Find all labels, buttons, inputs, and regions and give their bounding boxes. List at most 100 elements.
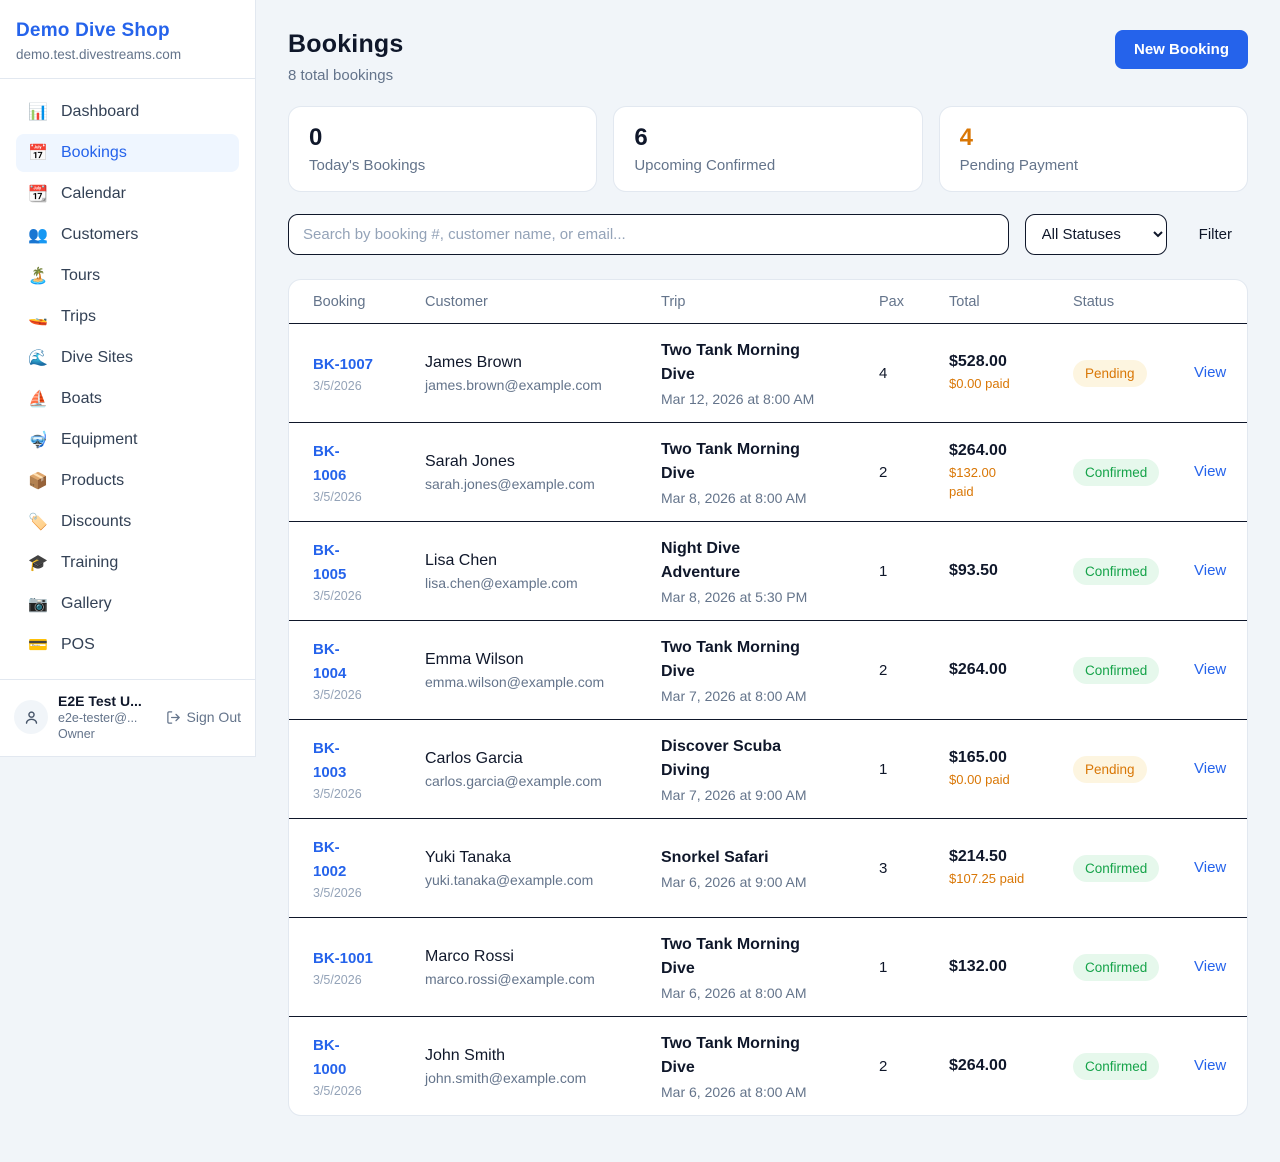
sidebar-item-label: Customers <box>61 226 139 243</box>
trip-cell: Discover Scuba Diving Mar 7, 2026 at 9:0… <box>661 735 879 803</box>
customer-cell: Yuki Tanaka yuki.tanaka@example.com <box>425 849 661 888</box>
sidebar-item-label: Dive Sites <box>61 349 134 366</box>
user-info: E2E Test U... e2e-tester@... Owner <box>58 693 142 741</box>
booking-id-link[interactable]: BK-1007 <box>313 356 374 373</box>
customer-email: yuki.tanaka@example.com <box>425 871 594 888</box>
sidebar-nav: 📊 Dashboard 📅 Bookings 📆 Calendar 👥 Cust… <box>0 79 255 679</box>
view-link[interactable]: View <box>1194 463 1227 480</box>
booking-id-link[interactable]: BK-1001 <box>313 950 374 967</box>
dive-sites-icon: 🌊 <box>28 350 48 367</box>
column-header-booking: Booking <box>313 293 366 310</box>
user-email: e2e-tester@... <box>58 711 138 725</box>
total-amount: $93.50 <box>949 562 998 579</box>
view-link[interactable]: View <box>1194 760 1227 777</box>
trip-name: Two Tank Morning Dive <box>661 441 800 482</box>
booking-date: 3/5/2026 <box>313 379 362 393</box>
status-badge: Confirmed <box>1073 854 1160 882</box>
sidebar-item-label: Trips <box>61 308 96 325</box>
sidebar-item-pos[interactable]: 💳 POS <box>16 626 239 664</box>
sidebar-item-gallery[interactable]: 📷 Gallery <box>16 585 239 623</box>
booking-cell: BK- 1004 3/5/2026 <box>313 638 425 702</box>
stat-value: 6 <box>634 124 648 151</box>
customer-email: emma.wilson@example.com <box>425 673 605 690</box>
pax-count: 2 <box>879 463 888 481</box>
pax-count: 3 <box>879 859 888 877</box>
view-link[interactable]: View <box>1194 364 1227 381</box>
trip-cell: Night Dive Adventure Mar 8, 2026 at 5:30… <box>661 537 879 605</box>
booking-id-link[interactable]: BK- 1005 <box>313 542 347 583</box>
sidebar-item-dive-sites[interactable]: 🌊 Dive Sites <box>16 339 239 377</box>
products-icon: 📦 <box>28 473 48 490</box>
table-row: BK- 1005 3/5/2026 Lisa Chen lisa.chen@ex… <box>289 521 1247 620</box>
user-name: E2E Test U... <box>58 693 142 709</box>
boats-icon: ⛵ <box>28 391 48 408</box>
booking-id-link[interactable]: BK- 1006 <box>313 443 347 484</box>
sidebar-item-label: Gallery <box>61 595 112 612</box>
customer-name: James Brown <box>425 353 522 371</box>
actions-cell: View <box>1194 1057 1226 1075</box>
status-filter-select[interactable]: All Statuses <box>1024 214 1167 255</box>
customer-cell: John Smith john.smith@example.com <box>425 1047 661 1086</box>
sidebar-item-training[interactable]: 🎓 Training <box>16 544 239 582</box>
status-cell: Confirmed <box>1073 854 1194 882</box>
booking-id-link[interactable]: BK- 1000 <box>313 1037 347 1078</box>
sidebar-item-label: Training <box>61 554 119 571</box>
status-cell: Pending <box>1073 359 1194 387</box>
status-cell: Confirmed <box>1073 656 1194 684</box>
new-booking-button[interactable]: New Booking <box>1114 30 1248 69</box>
customer-email: james.brown@example.com <box>425 376 602 393</box>
filters-row: All Statuses Filter <box>288 214 1248 255</box>
booking-id-link[interactable]: BK- 1004 <box>313 641 347 682</box>
table-body: BK-1007 3/5/2026 James Brown james.brown… <box>289 323 1247 1115</box>
trip-datetime: Mar 7, 2026 at 9:00 AM <box>661 787 807 803</box>
pax-count: 1 <box>879 562 888 580</box>
sidebar-item-dashboard[interactable]: 📊 Dashboard <box>16 93 239 131</box>
total-amount: $264.00 <box>949 1057 1007 1074</box>
person-icon <box>25 710 37 724</box>
sidebar-item-calendar[interactable]: 📆 Calendar <box>16 175 239 213</box>
trip-name: Two Tank Morning Dive <box>661 639 800 680</box>
status-badge: Confirmed <box>1073 557 1160 585</box>
status-badge: Confirmed <box>1073 953 1160 981</box>
customer-name: Emma Wilson <box>425 650 524 668</box>
search-input[interactable] <box>288 214 1009 255</box>
customer-name: Marco Rossi <box>425 947 514 965</box>
sidebar-item-tours[interactable]: 🏝️ Tours <box>16 257 239 295</box>
stat-label: Pending Payment <box>959 157 1079 174</box>
trip-name: Two Tank Morning Dive <box>661 936 800 977</box>
bookings-icon: 📅 <box>28 145 48 162</box>
booking-date: 3/5/2026 <box>313 589 362 603</box>
filter-button[interactable]: Filter <box>1183 216 1248 253</box>
status-cell: Confirmed <box>1073 953 1194 981</box>
column-header-pax: Pax <box>879 293 904 310</box>
sidebar-item-bookings[interactable]: 📅 Bookings <box>16 134 239 172</box>
trips-icon: 🚤 <box>28 309 48 326</box>
sidebar-item-trips[interactable]: 🚤 Trips <box>16 298 239 336</box>
sidebar-item-products[interactable]: 📦 Products <box>16 462 239 500</box>
view-link[interactable]: View <box>1194 859 1227 876</box>
customer-email: sarah.jones@example.com <box>425 475 595 492</box>
paid-amount: $0.00 paid <box>949 771 1010 787</box>
trip-cell: Snorkel Safari Mar 6, 2026 at 9:00 AM <box>661 846 879 890</box>
booking-date: 3/5/2026 <box>313 1084 362 1098</box>
view-link[interactable]: View <box>1194 1057 1227 1074</box>
sidebar-item-boats[interactable]: ⛵ Boats <box>16 380 239 418</box>
sidebar-item-label: Discounts <box>61 513 132 530</box>
discounts-icon: 🏷️ <box>28 514 48 531</box>
view-link[interactable]: View <box>1194 661 1227 678</box>
stat-value: 4 <box>959 124 974 151</box>
sign-out-button[interactable]: Sign Out <box>166 709 241 725</box>
booking-id-link[interactable]: BK- 1002 <box>313 839 347 880</box>
view-link[interactable]: View <box>1194 562 1227 579</box>
trip-datetime: Mar 6, 2026 at 8:00 AM <box>661 985 807 1001</box>
booking-id-link[interactable]: BK- 1003 <box>313 740 347 781</box>
sidebar-item-equipment[interactable]: 🤿 Equipment <box>16 421 239 459</box>
sidebar-item-discounts[interactable]: 🏷️ Discounts <box>16 503 239 541</box>
status-badge: Confirmed <box>1073 458 1160 486</box>
total-cell: $528.00 $0.00 paid <box>949 353 1073 394</box>
sidebar-item-customers[interactable]: 👥 Customers <box>16 216 239 254</box>
table-row: BK- 1000 3/5/2026 John Smith john.smith@… <box>289 1016 1247 1115</box>
status-badge: Confirmed <box>1073 656 1160 684</box>
trip-name: Discover Scuba Diving <box>661 738 782 779</box>
view-link[interactable]: View <box>1194 958 1227 975</box>
